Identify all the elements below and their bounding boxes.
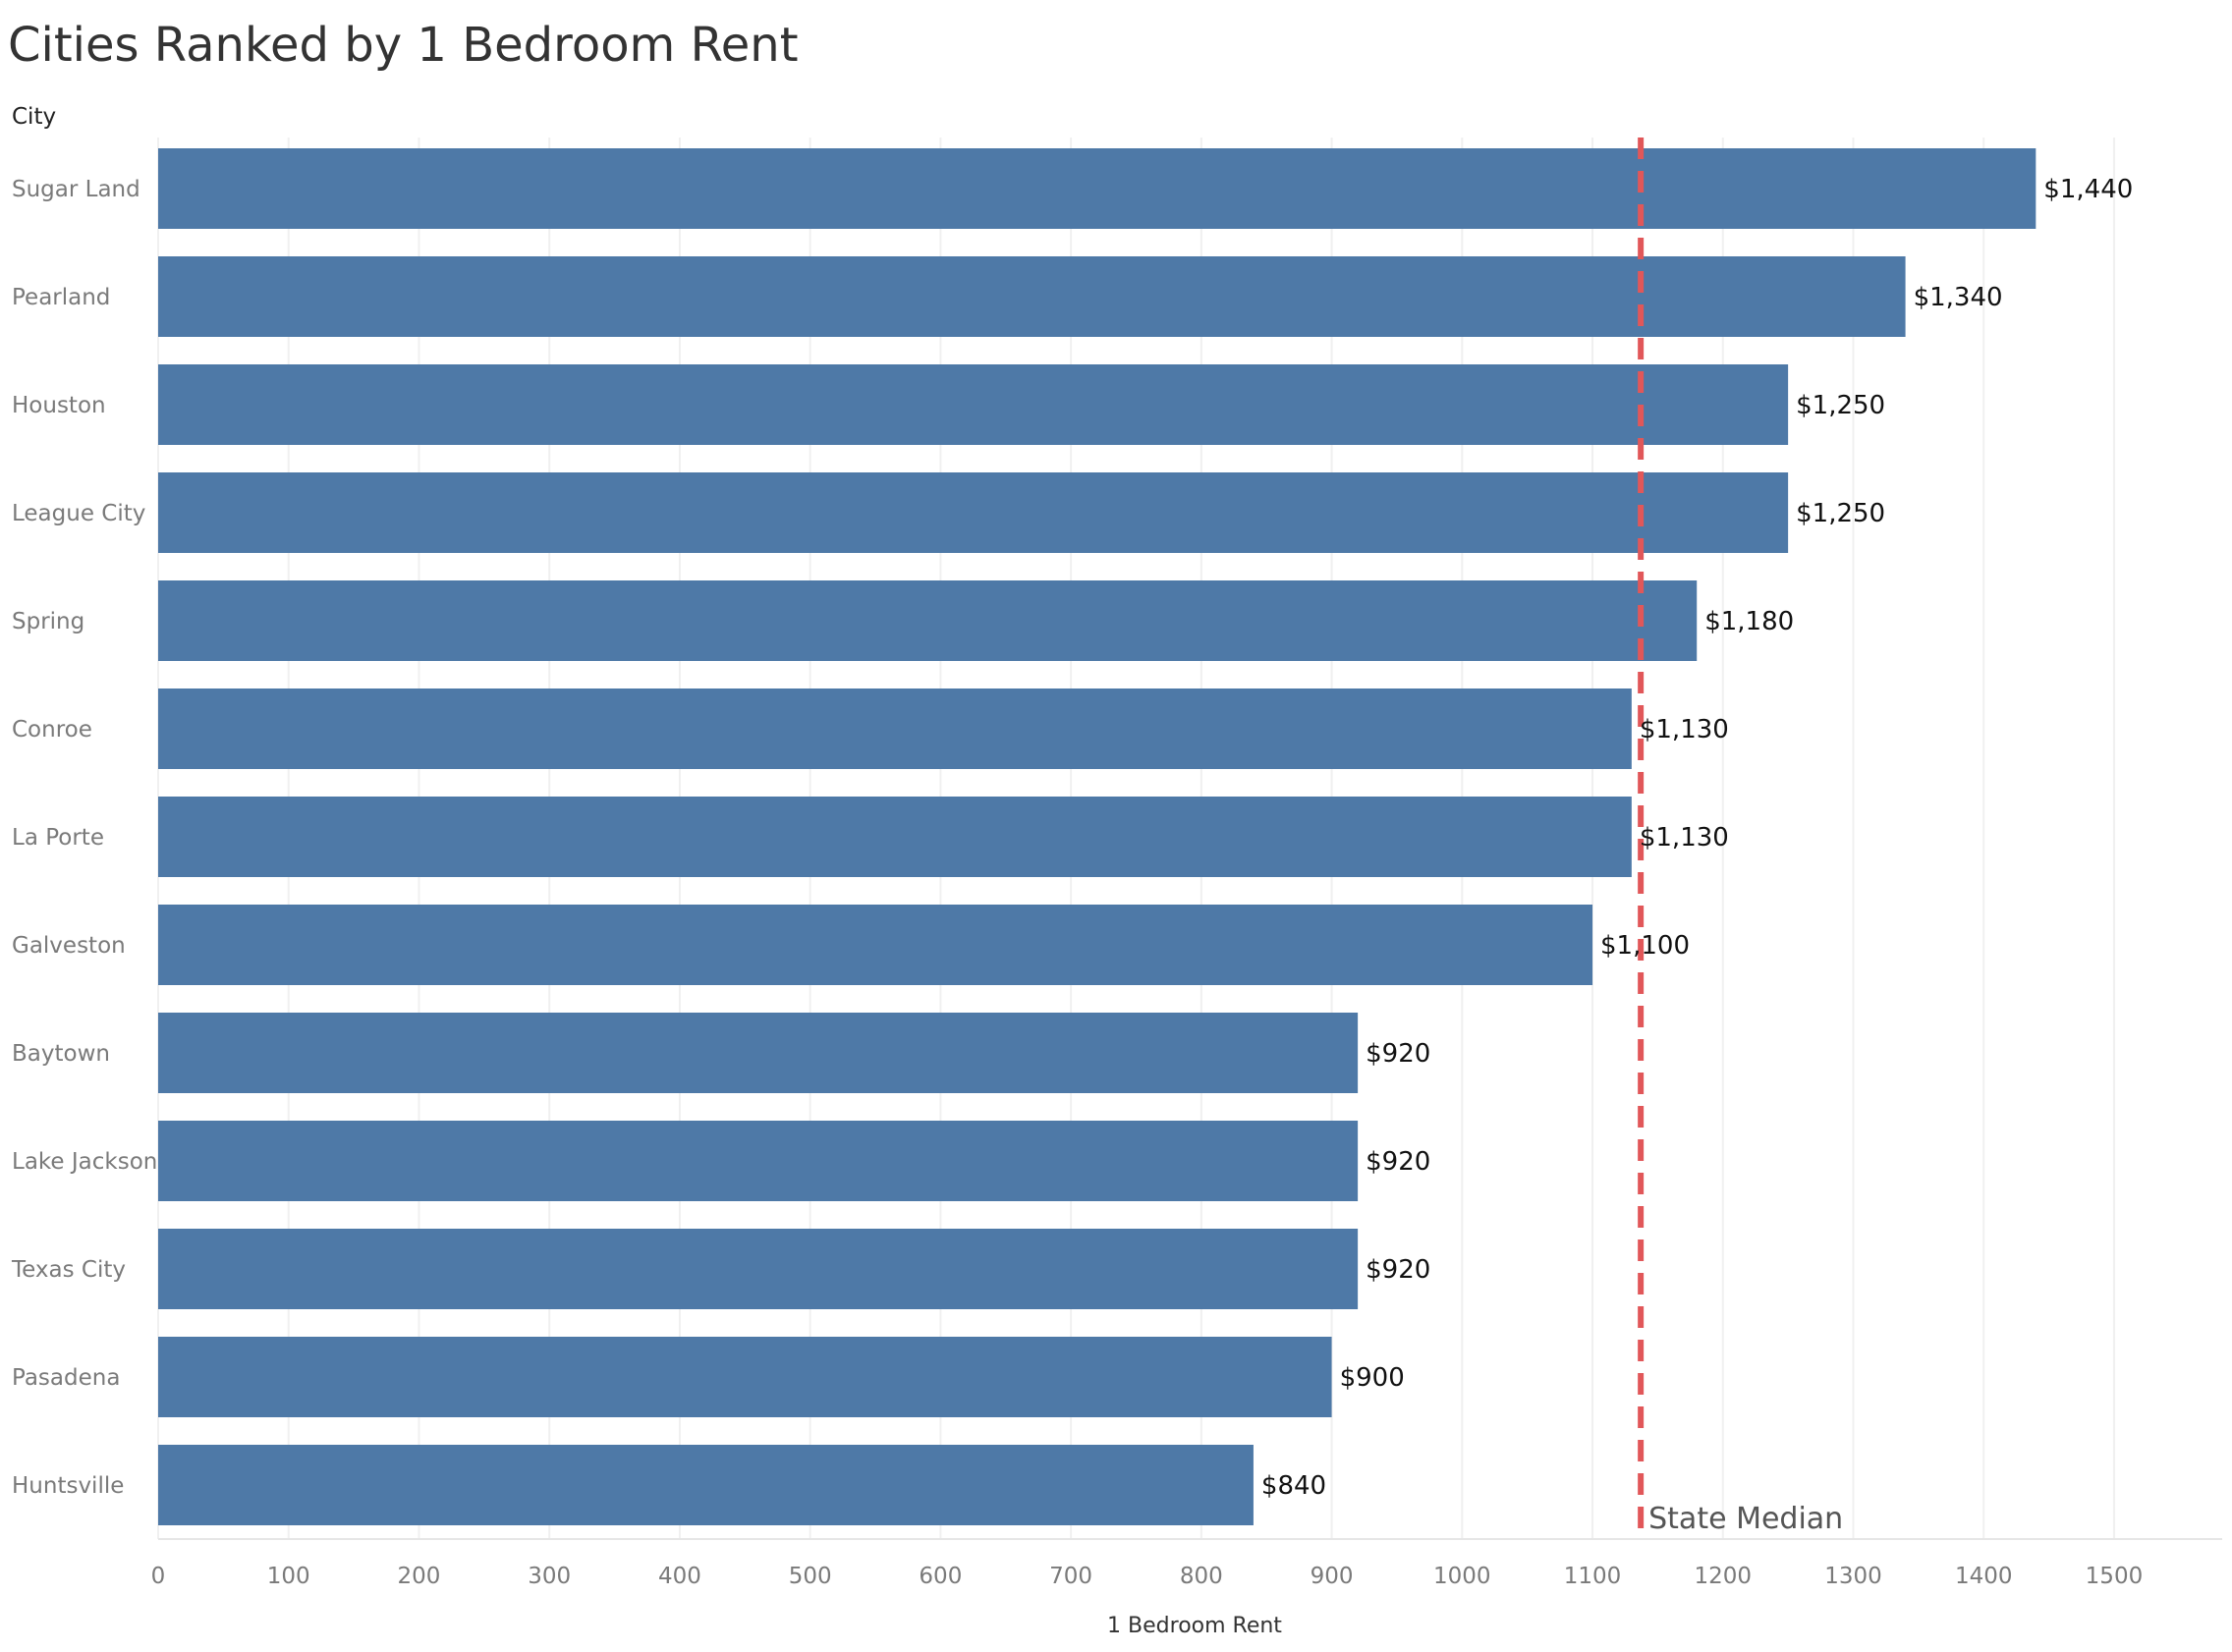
x-tick-label: 1500 <box>2086 1564 2144 1589</box>
chart-title: Cities Ranked by 1 Bedroom Rent <box>8 18 799 73</box>
bar <box>158 1445 1254 1525</box>
data-label: $840 <box>1261 1471 1326 1501</box>
x-tick-label: 0 <box>151 1564 166 1589</box>
category-label: Galveston <box>12 933 126 959</box>
category-label: League City <box>12 501 145 526</box>
x-tick-label: 100 <box>267 1564 310 1589</box>
x-axis-title: 1 Bedroom Rent <box>1107 1614 1282 1638</box>
category-label: Huntsville <box>12 1473 124 1499</box>
x-tick-label: 1000 <box>1433 1564 1491 1589</box>
category-label: Sugar Land <box>12 177 140 202</box>
data-label: $920 <box>1366 1255 1430 1285</box>
data-label: $1,180 <box>1704 607 1794 636</box>
x-tick-label: 1300 <box>1824 1564 1882 1589</box>
x-tick-label: 1400 <box>1955 1564 2013 1589</box>
bar <box>158 1121 1359 1201</box>
data-label: $920 <box>1366 1039 1430 1069</box>
category-label: Houston <box>12 393 106 418</box>
bar <box>158 1337 1332 1417</box>
x-tick-label: 1200 <box>1694 1564 1752 1589</box>
data-label: $920 <box>1366 1147 1430 1177</box>
data-label: $1,250 <box>1796 391 1885 420</box>
category-label: La Porte <box>12 825 104 851</box>
bar <box>158 1013 1359 1093</box>
bar <box>158 364 1789 445</box>
x-tick-label: 300 <box>528 1564 571 1589</box>
x-tick-label: 200 <box>398 1564 441 1589</box>
category-label: Baytown <box>12 1041 110 1067</box>
x-tick-label: 600 <box>919 1564 962 1589</box>
data-label: $1,250 <box>1796 499 1885 528</box>
x-tick-label: 800 <box>1180 1564 1223 1589</box>
labels: 0 100 200 300 400 500 600 700 800 900 1000 1100 1200… <box>11 175 2143 1638</box>
bar <box>158 472 1789 553</box>
x-tick-label: 400 <box>658 1564 701 1589</box>
category-label: Spring <box>12 609 84 634</box>
data-label: $1,340 <box>1914 283 2003 312</box>
data-label: $1,130 <box>1640 823 1729 853</box>
bars <box>158 148 2037 1525</box>
category-label: Lake Jackson <box>12 1149 157 1175</box>
x-tick-label: 1100 <box>1564 1564 1622 1589</box>
bar <box>158 688 1632 769</box>
data-label: $900 <box>1340 1363 1405 1393</box>
bar <box>158 148 2037 229</box>
data-label: $1,130 <box>1640 715 1729 744</box>
bar <box>158 797 1632 877</box>
data-label: $1,100 <box>1600 931 1690 961</box>
bar <box>158 256 1906 337</box>
category-label: Pearland <box>12 285 110 310</box>
category-label: Texas City <box>11 1257 126 1283</box>
category-label: Conroe <box>12 717 92 743</box>
data-label: $1,440 <box>2043 175 2133 204</box>
bar <box>158 1229 1359 1309</box>
bar <box>158 580 1698 661</box>
x-tick-label: 700 <box>1049 1564 1092 1589</box>
x-tick-label: 900 <box>1311 1564 1354 1589</box>
x-tick-label: 500 <box>789 1564 832 1589</box>
category-label: Pasadena <box>12 1365 120 1391</box>
reference-line-label: State Median <box>1648 1502 1843 1536</box>
category-axis-title: City <box>12 104 57 130</box>
bar <box>158 905 1593 985</box>
